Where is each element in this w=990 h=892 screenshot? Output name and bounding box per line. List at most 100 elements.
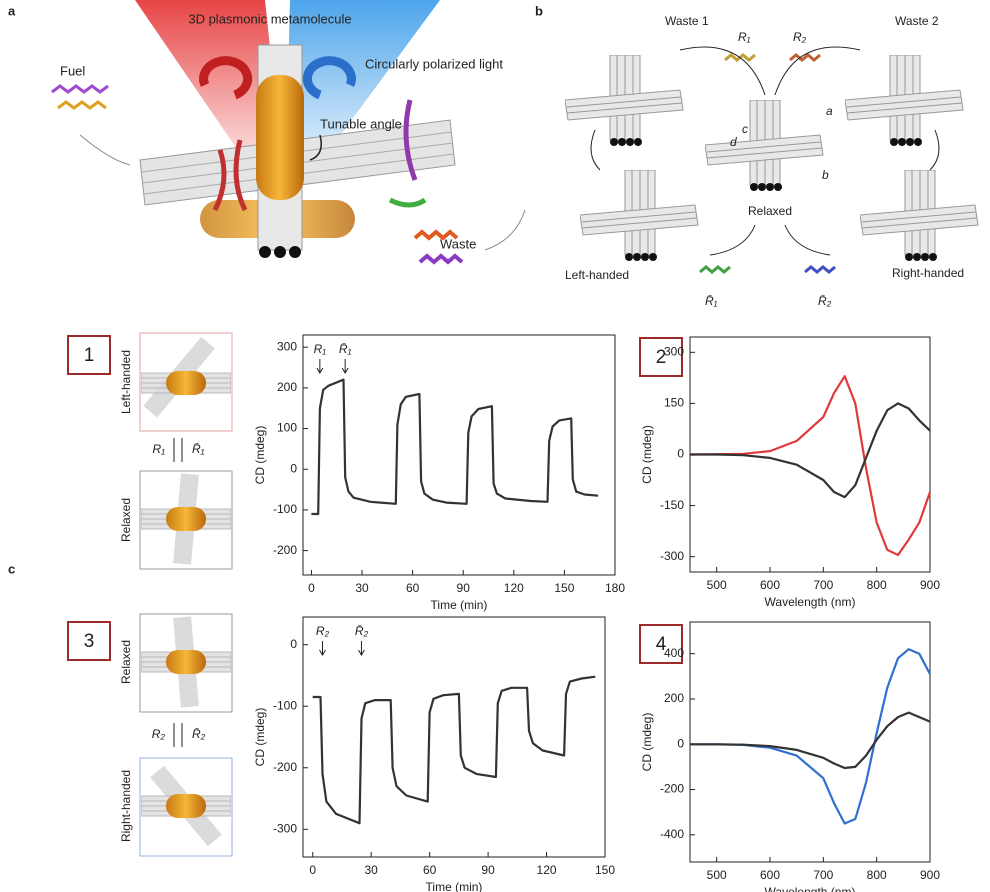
label: b xyxy=(822,168,829,182)
label: Circularly polarized light xyxy=(365,56,503,71)
plot-frame xyxy=(303,617,605,857)
y-tick-label: -200 xyxy=(273,760,297,774)
arrow xyxy=(710,225,755,255)
x-tick-label: 700 xyxy=(813,578,833,592)
y-axis-label: CD (mdeg) xyxy=(640,713,654,772)
strand xyxy=(52,86,108,92)
y-tick-label: -400 xyxy=(660,827,684,841)
y-tick-label: -200 xyxy=(660,782,684,796)
x-tick-label: 0 xyxy=(309,863,316,877)
x-tick-label: 30 xyxy=(365,863,379,877)
series-line xyxy=(311,380,598,514)
dna xyxy=(390,200,425,205)
x-tick-label: 60 xyxy=(423,863,437,877)
inset xyxy=(141,371,231,395)
arrow xyxy=(80,135,130,165)
strand xyxy=(805,267,835,272)
strand xyxy=(790,55,820,60)
annotation: R̄₁ xyxy=(339,342,352,356)
y-tick-label: 0 xyxy=(290,461,297,475)
label: c xyxy=(742,122,748,136)
x-tick-label: 600 xyxy=(760,578,780,592)
x-tick-label: 150 xyxy=(595,863,615,877)
title: 3D plasmonic metamolecule xyxy=(188,11,351,26)
inset-label: R̄₁ xyxy=(192,442,205,456)
label: Relaxed xyxy=(748,204,792,218)
x-tick-label: 120 xyxy=(537,863,557,877)
y-tick-label: 300 xyxy=(277,339,297,353)
y-tick-label: 150 xyxy=(664,396,684,410)
inset-label: R₂ xyxy=(152,727,166,741)
origami xyxy=(860,170,978,261)
series-line xyxy=(690,649,930,823)
arrow xyxy=(485,210,525,250)
y-tick-label: 100 xyxy=(277,421,297,435)
y-tick-label: 200 xyxy=(664,691,684,705)
y-tick-label: -100 xyxy=(273,698,297,712)
annotation-arrow xyxy=(358,641,364,655)
label: Left-handed xyxy=(565,268,629,282)
strand xyxy=(420,256,462,262)
series-line xyxy=(313,677,596,824)
y-axis-label: CD (mdeg) xyxy=(253,426,267,485)
label: R̄₁ xyxy=(705,294,718,308)
inset-label: Right-handed xyxy=(119,770,133,842)
x-tick-label: 700 xyxy=(813,868,833,882)
y-tick-label: 200 xyxy=(277,380,297,394)
inset xyxy=(141,507,231,531)
y-tick-label: -150 xyxy=(660,498,684,512)
y-tick-label: -300 xyxy=(273,821,297,835)
inset-label: Left-handed xyxy=(119,350,133,414)
inset xyxy=(141,650,231,674)
y-tick-label: -200 xyxy=(273,543,297,557)
strand xyxy=(700,267,730,272)
arrow xyxy=(680,47,765,95)
y-axis-label: CD (mdeg) xyxy=(640,425,654,484)
annotation-arrow xyxy=(319,641,325,655)
label: Waste 1 xyxy=(665,14,709,28)
arrow xyxy=(785,225,830,255)
inset-label: R̄₂ xyxy=(192,727,206,741)
panel-letter: c xyxy=(8,561,15,576)
y-tick-label: 300 xyxy=(664,344,684,358)
label: R₁ xyxy=(738,30,751,44)
origami xyxy=(580,170,698,261)
arrow xyxy=(591,130,600,170)
panel-letter: a xyxy=(8,3,16,18)
x-tick-label: 600 xyxy=(760,868,780,882)
x-tick-label: 120 xyxy=(504,581,524,595)
annotation: R₁ xyxy=(314,342,327,356)
x-tick-label: 60 xyxy=(406,581,420,595)
x-tick-label: 800 xyxy=(867,868,887,882)
x-tick-label: 90 xyxy=(457,581,471,595)
plot-frame xyxy=(690,622,930,862)
label: d xyxy=(730,135,737,149)
arrow xyxy=(174,723,182,747)
label: R̄₂ xyxy=(818,294,832,308)
y-tick-label: 0 xyxy=(290,637,297,651)
arrow xyxy=(930,130,939,170)
y-tick-label: -300 xyxy=(660,549,684,563)
label: Waste 2 xyxy=(895,14,939,28)
series-line xyxy=(690,713,930,768)
strand xyxy=(58,102,106,108)
x-tick-label: 150 xyxy=(554,581,574,595)
arrow xyxy=(775,47,860,95)
y-tick-label: 0 xyxy=(677,447,684,461)
origami xyxy=(705,100,823,191)
label: Fuel xyxy=(60,63,85,78)
x-tick-label: 900 xyxy=(920,578,940,592)
arrow xyxy=(174,438,182,462)
inset-label: Relaxed xyxy=(119,498,133,542)
inset-label: Relaxed xyxy=(119,640,133,684)
inset xyxy=(141,794,231,818)
x-tick-label: 800 xyxy=(867,578,887,592)
gold-rod xyxy=(256,75,304,200)
label: Waste xyxy=(440,236,476,251)
label: Right-handed xyxy=(892,266,964,280)
label: a xyxy=(826,104,833,118)
plot-frame xyxy=(303,335,615,575)
annotation-arrow xyxy=(342,359,348,373)
series-line xyxy=(690,403,930,497)
series-line xyxy=(690,376,930,555)
